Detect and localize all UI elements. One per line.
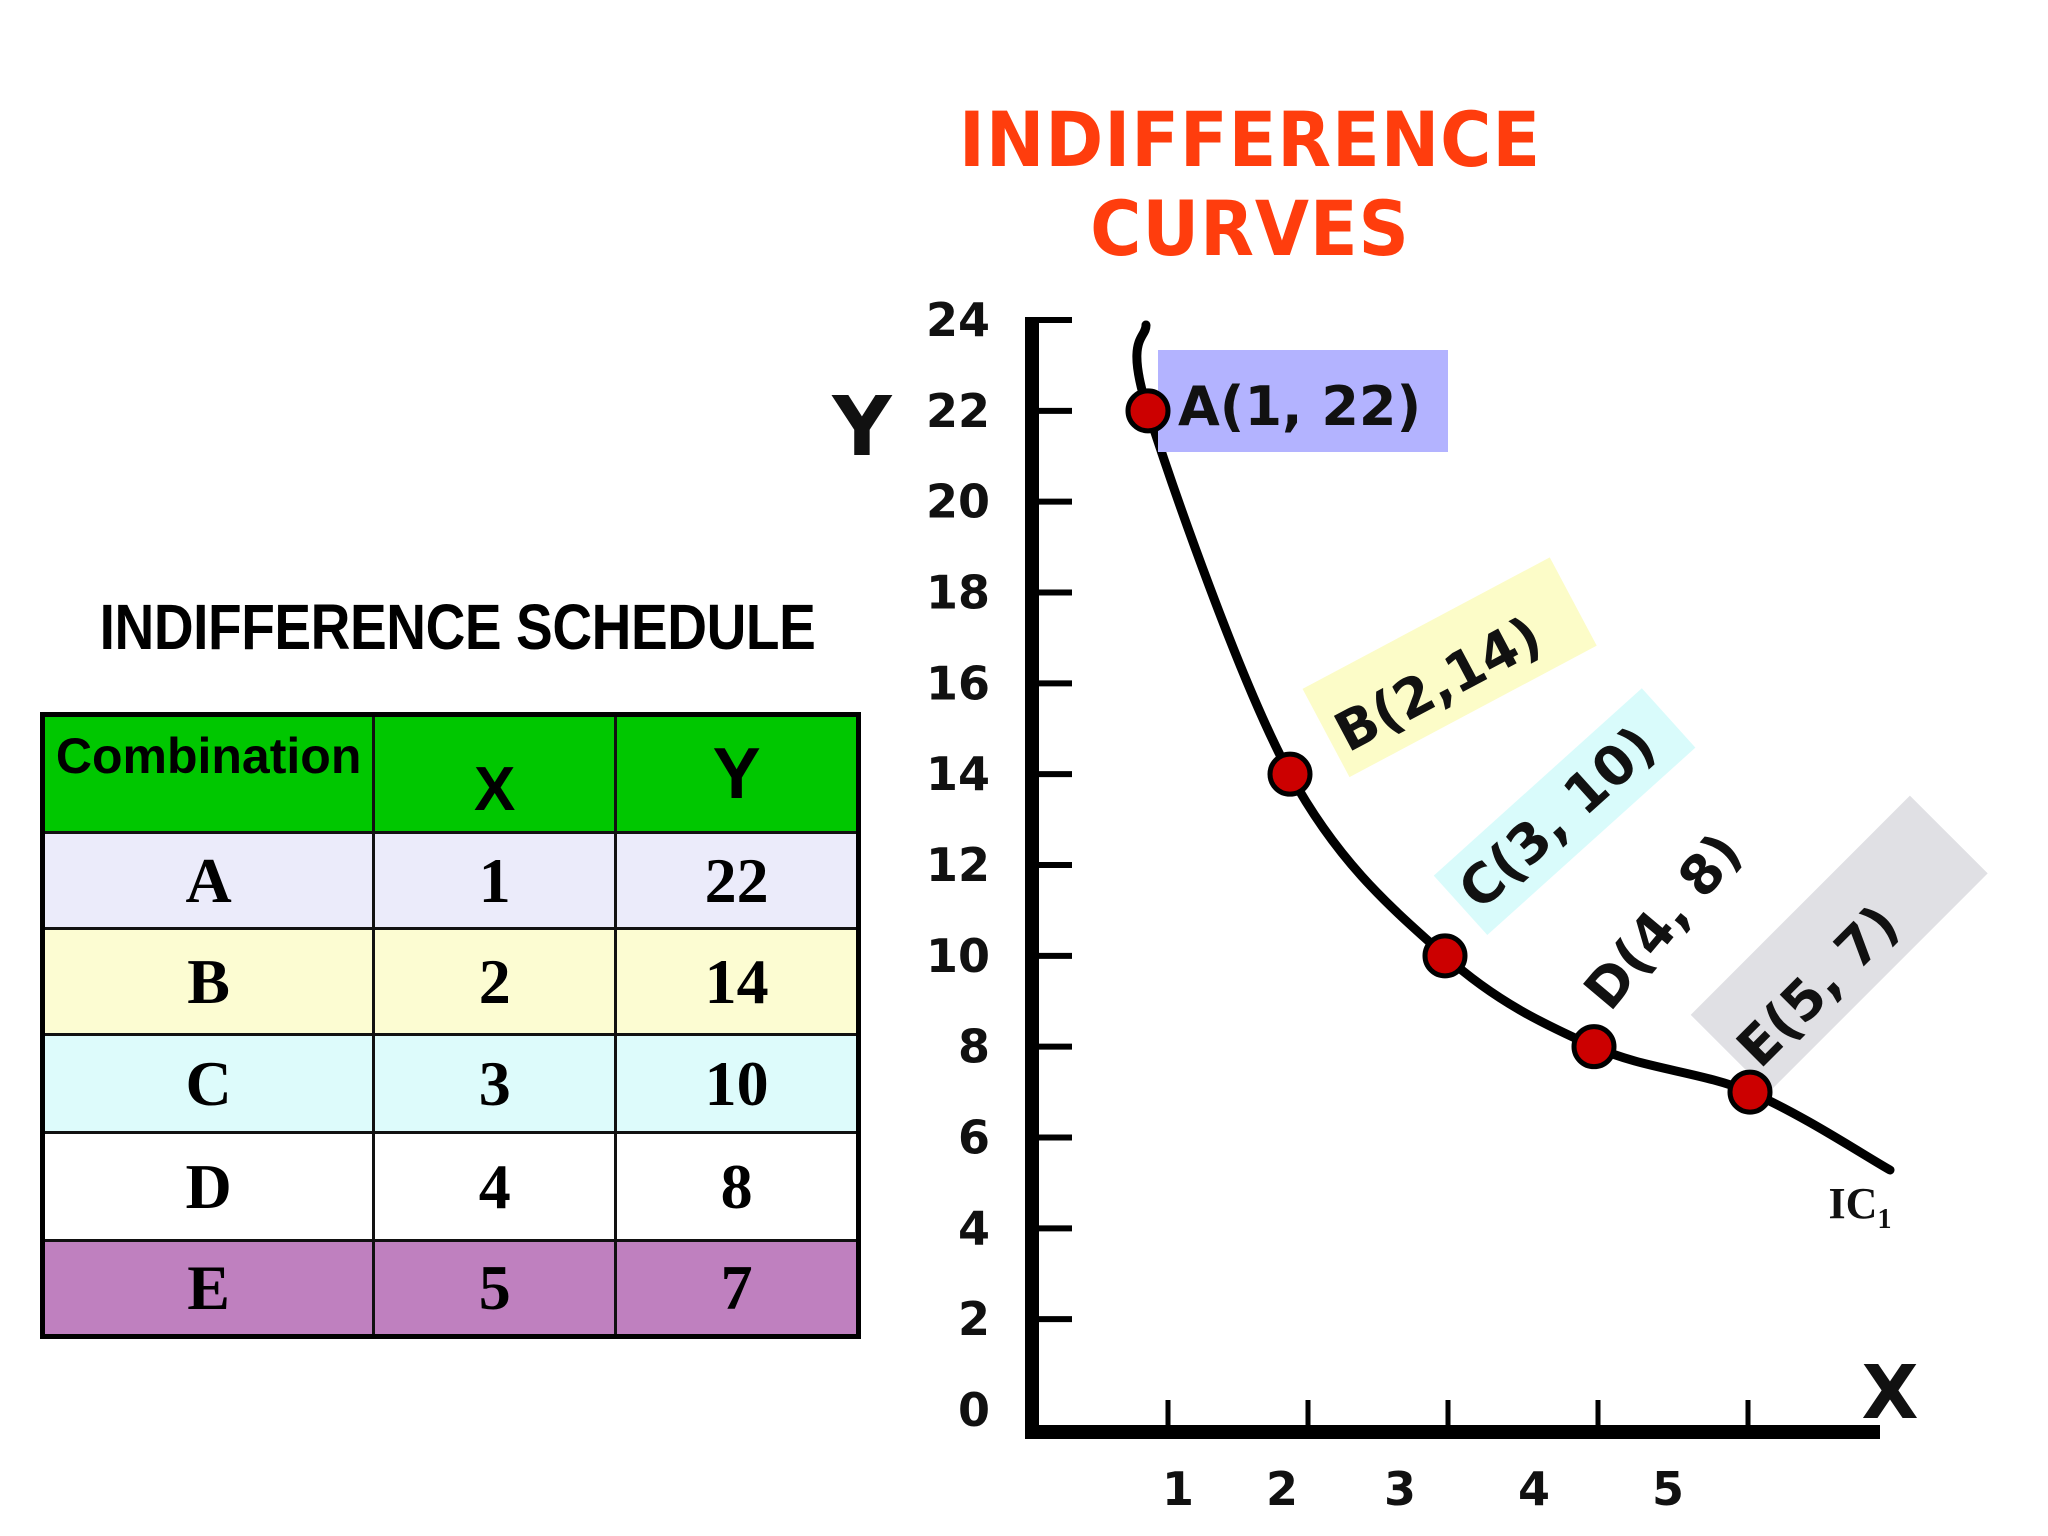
cell-combination: D [40, 1131, 376, 1242]
cell-y: 22 [614, 831, 860, 930]
cell-x: 3 [372, 1033, 618, 1134]
cell-y: 7 [614, 1239, 860, 1338]
y-tick-label: 4 [958, 1201, 990, 1255]
cell-combination: B [40, 927, 376, 1036]
table-row: C 3 10 [40, 1033, 860, 1134]
cell-x: 2 [372, 927, 618, 1036]
schedule-title: INDIFFERENCE SCHEDULE [99, 591, 816, 663]
y-axis-title: Y [831, 380, 893, 475]
curve-name-label: IC1 [1829, 1179, 1892, 1235]
y-tick-label: 14 [926, 747, 990, 801]
cell-y: 8 [614, 1131, 860, 1242]
point-label-bg [1559, 799, 1775, 1035]
point-label: A(1, 22) [1158, 350, 1448, 452]
y-tick-label: 24 [926, 293, 990, 347]
point-label-bg [1690, 795, 1988, 1093]
x-tick-label: 2 [1266, 1462, 1298, 1516]
header-combination: Combination [40, 713, 376, 834]
table-row: A 1 22 [40, 831, 860, 930]
y-tick-label: 8 [958, 1020, 990, 1074]
table-header-row: Combination X Y [40, 713, 860, 834]
point-label-bg [1158, 350, 1448, 452]
table-row: B 2 14 [40, 927, 860, 1036]
y-tick-label: 10 [926, 929, 990, 983]
indifference-schedule-table: Combination X Y A 1 22 B 2 14 C 3 10 D 4 8 E 5 7 [40, 712, 861, 1339]
header-y: Y [614, 713, 860, 834]
y-tick-label: 6 [958, 1111, 990, 1165]
data-point [1267, 751, 1313, 797]
x-axis-title: X [1861, 1350, 1918, 1436]
point-label-text: C(3, 10) [1447, 714, 1668, 922]
cell-x: 4 [372, 1131, 618, 1242]
y-tick-label: 16 [926, 656, 990, 710]
cell-combination: E [40, 1239, 376, 1338]
y-tick-label: 18 [926, 566, 990, 620]
header-x: X [372, 713, 618, 834]
x-tick-label: 1 [1162, 1462, 1194, 1516]
point-label-text: A(1, 22) [1178, 375, 1421, 438]
x-tick-label: 3 [1384, 1462, 1416, 1516]
y-tick-label: 12 [926, 838, 990, 892]
cell-y: 10 [614, 1033, 860, 1134]
cell-x: 5 [372, 1239, 618, 1338]
cell-y: 14 [614, 927, 860, 1036]
point-label-bg [1433, 688, 1696, 936]
y-tick-label: 20 [926, 475, 990, 529]
cell-x: 1 [372, 831, 618, 930]
data-point [1727, 1069, 1773, 1115]
x-tick-label: 5 [1652, 1462, 1684, 1516]
page-title: INDIFFERENCE CURVES [958, 95, 1542, 273]
data-point [1125, 388, 1171, 434]
x-tick-label: 4 [1518, 1462, 1550, 1516]
data-point [1422, 933, 1468, 979]
y-tick-label: 0 [958, 1383, 990, 1437]
y-tick-label: 22 [926, 384, 990, 438]
cell-combination: A [40, 831, 376, 930]
point-label-bg [1302, 557, 1597, 778]
data-point [1571, 1024, 1617, 1070]
y-tick-label: 2 [958, 1292, 990, 1346]
point-label: B(2,14) [1302, 557, 1597, 778]
cell-combination: C [40, 1033, 376, 1134]
